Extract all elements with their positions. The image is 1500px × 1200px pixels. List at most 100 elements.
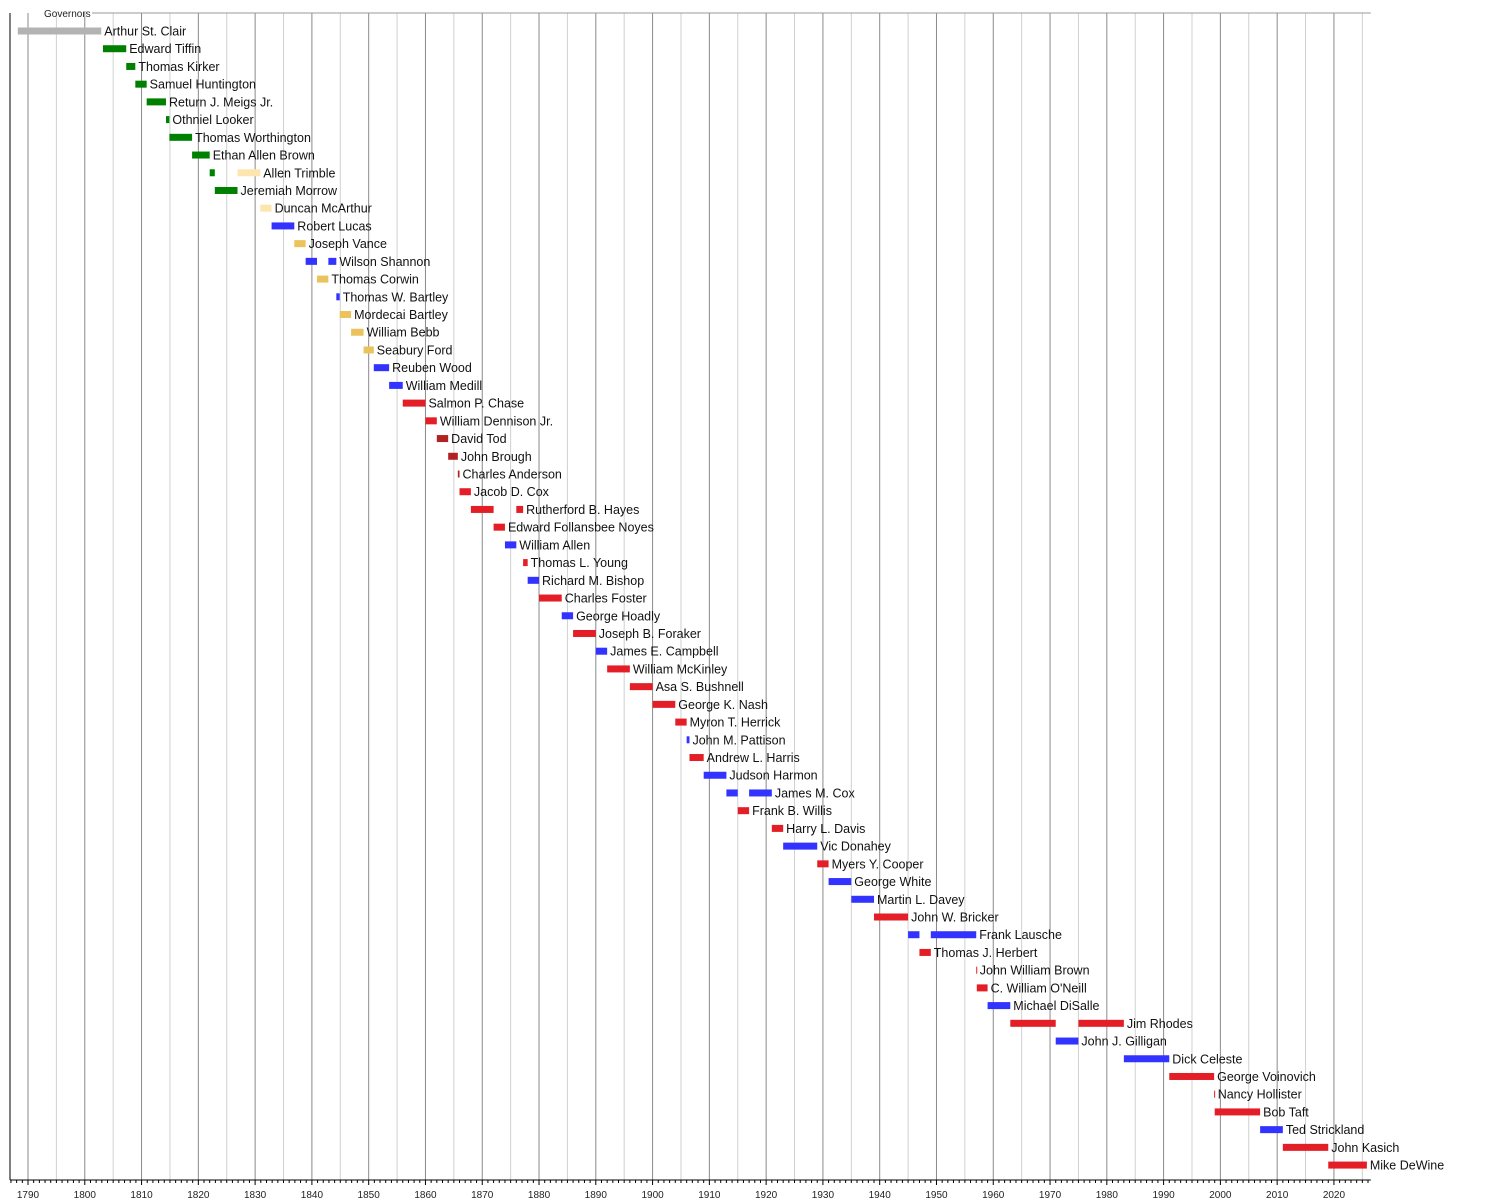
- governor-label: Thomas Corwin: [331, 273, 419, 287]
- governor-label: Nancy Hollister: [1218, 1088, 1302, 1102]
- x-tick-label: 1960: [982, 1190, 1005, 1200]
- governor-label: Frank B. Willis: [752, 804, 832, 818]
- term-bar: [126, 62, 136, 70]
- governor-row: Ethan Allen Brown: [192, 149, 315, 163]
- governor-row: Nancy Hollister: [1214, 1088, 1302, 1102]
- governor-row: John Brough: [448, 450, 532, 464]
- term-bar: [703, 771, 727, 779]
- term-bar: [726, 789, 738, 797]
- term-bar: [328, 257, 337, 265]
- term-bar: [402, 399, 426, 407]
- governor-row: Judson Harmon: [703, 769, 818, 783]
- governor-row: John J. Gilligan: [1055, 1035, 1167, 1049]
- governor-row: Jim Rhodes: [1010, 1017, 1193, 1031]
- term-bar: [987, 1002, 1011, 1010]
- term-bar: [339, 311, 352, 319]
- governor-label: Joseph B. Foraker: [599, 627, 701, 641]
- term-bar: [523, 559, 528, 567]
- governor-row: Reuben Wood: [373, 361, 472, 375]
- governor-row: Harry L. Davis: [771, 822, 865, 836]
- governor-row: George Voinovich: [1169, 1070, 1316, 1084]
- governor-row: William Dennison Jr.: [425, 414, 553, 428]
- governor-label: Michael DiSalle: [1013, 999, 1099, 1013]
- x-tick-label: 1820: [187, 1190, 210, 1200]
- term-bar: [851, 895, 875, 903]
- governor-label: Allen Trimble: [263, 166, 335, 180]
- governor-row: Thomas Corwin: [317, 273, 419, 287]
- governor-label: John W. Bricker: [911, 911, 999, 925]
- x-tick-label: 1790: [17, 1190, 40, 1200]
- governor-row: Joseph Vance: [294, 237, 387, 251]
- governor-label: Thomas Kirker: [138, 60, 219, 74]
- governor-label: Vic Donahey: [820, 840, 891, 854]
- term-bar: [607, 665, 630, 673]
- term-bar: [237, 169, 261, 177]
- governor-label: Rutherford B. Hayes: [526, 503, 639, 517]
- term-bar: [146, 98, 166, 106]
- term-bar: [209, 169, 215, 177]
- governor-label: George White: [854, 875, 931, 889]
- governor-label: Thomas L. Young: [531, 556, 628, 570]
- governor-label: John J. Gilligan: [1081, 1035, 1167, 1049]
- term-bar: [749, 789, 772, 797]
- governor-label: Return J. Meigs Jr.: [169, 95, 273, 109]
- governor-row: Robert Lucas: [271, 219, 372, 233]
- governor-row: John W. Bricker: [874, 911, 999, 925]
- term-bar: [102, 45, 127, 53]
- term-bar: [294, 240, 306, 248]
- term-bar: [436, 435, 449, 443]
- governor-row: William Allen: [504, 538, 590, 552]
- term-bar: [493, 523, 505, 531]
- term-bar: [1260, 1126, 1283, 1134]
- term-bar: [1055, 1037, 1079, 1045]
- governor-label: Joseph Vance: [309, 237, 387, 251]
- governor-label: Myers Y. Cooper: [832, 857, 924, 871]
- term-bar: [908, 931, 920, 939]
- governor-label: George Voinovich: [1217, 1070, 1316, 1084]
- governor-label: George K. Nash: [678, 698, 768, 712]
- x-tick-label: 1980: [1096, 1190, 1119, 1200]
- governor-label: Ted Strickland: [1286, 1123, 1365, 1137]
- term-bar: [192, 151, 210, 159]
- governor-label: Edward Follansbee Noyes: [508, 521, 654, 535]
- governor-row: Dick Celeste: [1123, 1052, 1242, 1066]
- governor-row: George White: [828, 875, 931, 889]
- governor-row: Vic Donahey: [783, 840, 892, 854]
- term-bar: [573, 629, 596, 637]
- term-bar: [561, 612, 574, 620]
- governor-label: William McKinley: [633, 662, 728, 676]
- governor-row: Edward Follansbee Noyes: [493, 521, 654, 535]
- gridlines: [27, 12, 1371, 1180]
- x-tick-label: 1910: [698, 1190, 721, 1200]
- governor-row: George Hoadly: [561, 609, 661, 623]
- governor-row: Charles Anderson: [457, 468, 562, 482]
- governor-row: Myers Y. Cooper: [817, 857, 924, 871]
- governor-row: Salmon P. Chase: [402, 397, 524, 411]
- term-bar: [737, 807, 750, 815]
- governor-label: Thomas J. Herbert: [934, 946, 1038, 960]
- x-tick-label: 1880: [528, 1190, 551, 1200]
- term-bar: [363, 346, 374, 354]
- governor-label: William Allen: [519, 538, 590, 552]
- governor-row: James E. Campbell: [595, 645, 719, 659]
- term-bar: [686, 736, 690, 744]
- governor-row: James M. Cox: [726, 786, 855, 800]
- governor-label: Jim Rhodes: [1127, 1017, 1193, 1031]
- governor-label: Martin L. Davey: [877, 893, 965, 907]
- governor-label: Bob Taft: [1263, 1105, 1309, 1119]
- term-bar: [305, 257, 318, 265]
- governor-row: Michael DiSalle: [987, 999, 1099, 1013]
- term-bar: [214, 186, 238, 194]
- governor-label: William Dennison Jr.: [440, 414, 553, 428]
- governor-label: Frank Lausche: [979, 928, 1062, 942]
- x-tick-label: 1890: [585, 1190, 608, 1200]
- x-tick-label: 1970: [1039, 1190, 1062, 1200]
- governor-row: Edward Tiffin: [102, 42, 201, 56]
- x-tick-label: 1850: [358, 1190, 381, 1200]
- term-bar: [389, 381, 403, 389]
- governor-row: Thomas Kirker: [126, 60, 220, 74]
- governor-label: David Tod: [451, 432, 506, 446]
- governor-row: Allen Trimble: [209, 166, 336, 180]
- governor-label: Thomas Worthington: [195, 131, 311, 145]
